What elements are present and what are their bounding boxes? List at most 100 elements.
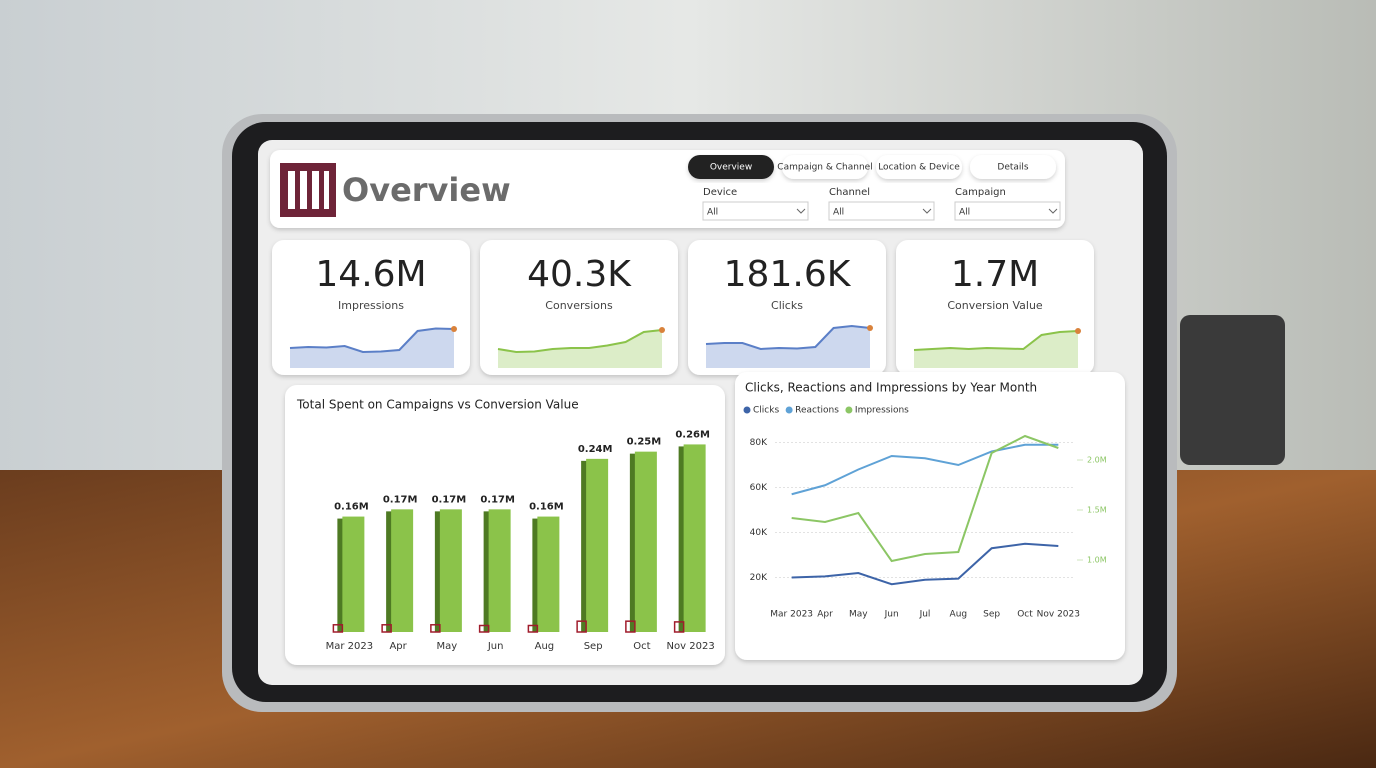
- sparkline-end: [659, 327, 665, 333]
- kpi-label: Conversions: [545, 299, 613, 312]
- legend-marker: [845, 406, 853, 414]
- bar: [439, 509, 462, 632]
- kpi-value: 1.7M: [951, 254, 1039, 295]
- x-tick-label: Nov 2023: [1037, 610, 1080, 620]
- tab[interactable]: [688, 155, 774, 179]
- sparkline-end: [867, 325, 873, 331]
- sparkline-area: [914, 331, 1078, 368]
- x-tick-label: Apr: [817, 610, 833, 620]
- bar: [430, 624, 441, 633]
- chart-title: Total Spent on Campaigns vs Conversion V…: [296, 398, 579, 412]
- x-tick-label: Sep: [584, 641, 603, 652]
- sparkline: [913, 330, 1079, 351]
- bar-shade: [337, 518, 344, 632]
- tab-label[interactable]: Overview: [710, 163, 752, 173]
- x-tick-label: Nov 2023: [667, 641, 715, 652]
- sparkline-area: [290, 328, 454, 368]
- data-label: 0.17M: [432, 494, 467, 505]
- bar: [488, 509, 511, 632]
- dropdown-value[interactable]: All: [707, 208, 718, 218]
- x-tick-label: May: [437, 641, 458, 652]
- bar: [634, 451, 657, 632]
- bar: [342, 516, 365, 632]
- y-tick-label: 40K: [750, 528, 768, 538]
- kpi-label: Impressions: [338, 299, 404, 312]
- bar: [673, 621, 685, 633]
- data-label: 0.16M: [529, 502, 564, 513]
- bar: [537, 516, 560, 632]
- bar-shade: [483, 511, 490, 632]
- x-tick-label: Jul: [919, 610, 931, 620]
- kpi-value: 14.6M: [315, 254, 426, 295]
- sparkline: [497, 329, 663, 354]
- dropdown-value[interactable]: All: [959, 208, 970, 218]
- sparkline-end: [451, 326, 457, 332]
- x-tick-label: Aug: [535, 641, 555, 652]
- kpi-label: Conversion Value: [947, 299, 1043, 312]
- filter-label: Campaign: [955, 187, 1006, 198]
- dropdown-arrow: [796, 208, 806, 214]
- dropdown-arrow: [1048, 208, 1058, 214]
- logo: [280, 163, 336, 217]
- tab-label[interactable]: Location & Device: [878, 163, 960, 173]
- tab[interactable]: [782, 155, 868, 179]
- kpi-value: 181.6K: [724, 254, 852, 295]
- x-tick-label: Oct: [633, 641, 650, 652]
- bar-shade: [581, 460, 588, 632]
- dropdown[interactable]: [954, 201, 1061, 221]
- bar-shade: [532, 518, 539, 632]
- filter-label: Channel: [829, 187, 870, 198]
- tab-label[interactable]: Campaign & Channel: [777, 163, 872, 173]
- sparkline-area: [706, 326, 870, 368]
- page-title: Overview: [342, 171, 511, 209]
- bar: [332, 624, 344, 633]
- y2-tick-label: 2.0M: [1087, 456, 1107, 465]
- x-tick-label: Mar 2023: [326, 641, 374, 652]
- tab[interactable]: [876, 155, 962, 179]
- bar: [576, 620, 587, 633]
- bar: [527, 624, 539, 633]
- bar-shade: [434, 511, 441, 632]
- data-label: 0.17M: [480, 494, 515, 505]
- bar: [478, 624, 490, 633]
- legend-label: Reactions: [795, 406, 839, 416]
- data-label: 0.25M: [627, 437, 662, 448]
- bar-shade: [629, 453, 636, 632]
- bar: [586, 458, 609, 632]
- kpi-card: [688, 240, 886, 375]
- tab-label[interactable]: Details: [997, 163, 1029, 173]
- dropdown-arrow: [922, 208, 932, 214]
- tab[interactable]: [970, 155, 1056, 179]
- y-tick-label: 20K: [750, 573, 768, 583]
- legend-marker: [785, 406, 793, 414]
- legend-label: Clicks: [753, 406, 779, 416]
- bar: [625, 620, 636, 633]
- legend-marker: [743, 406, 751, 414]
- series-line: [791, 542, 1059, 586]
- x-tick-label: Oct: [1017, 610, 1033, 620]
- kpi-card: [272, 240, 470, 375]
- x-tick-label: Jun: [487, 641, 504, 652]
- bar: [391, 509, 414, 632]
- chart-title: Clicks, Reactions and Impressions by Yea…: [745, 381, 1037, 395]
- series-line: [791, 443, 1059, 496]
- kpi-card: [896, 240, 1094, 375]
- x-tick-label: Sep: [983, 610, 1000, 620]
- x-tick-label: Aug: [950, 610, 968, 620]
- dropdown-value[interactable]: All: [833, 208, 844, 218]
- series-line: [791, 434, 1059, 563]
- sparkline: [705, 324, 871, 351]
- data-label: 0.24M: [578, 444, 613, 455]
- x-tick-label: Mar 2023: [770, 610, 813, 620]
- bar: [683, 444, 706, 632]
- dropdown[interactable]: [828, 201, 935, 221]
- dropdown[interactable]: [702, 201, 809, 221]
- filter-label: Device: [703, 187, 737, 198]
- bar-shade: [678, 446, 685, 632]
- y-tick-label: 60K: [750, 483, 768, 493]
- sparkline-end: [1075, 328, 1081, 334]
- data-label: 0.17M: [383, 494, 418, 505]
- kpi-label: Clicks: [771, 299, 803, 312]
